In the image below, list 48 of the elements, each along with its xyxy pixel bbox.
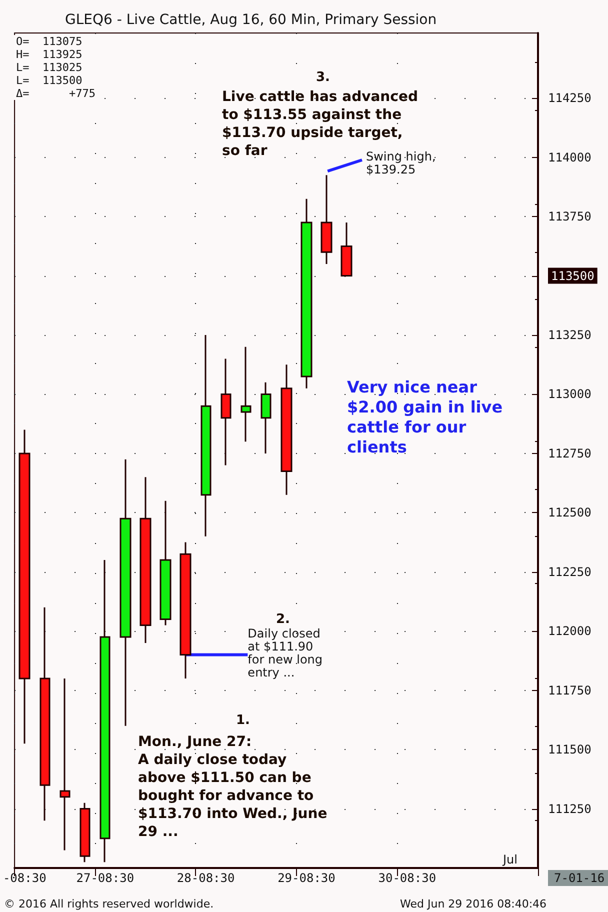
x-tick-label: 28-08:30	[176, 871, 235, 885]
x-tick-label: -08:30	[2, 871, 46, 885]
annotation: Jul	[502, 852, 518, 866]
annotation: O= 113075 H= 113925 L= 113025 L= 113500 Δ= +775	[16, 35, 96, 100]
candlestick	[200, 334, 212, 538]
y-tick-label: 112750	[548, 446, 592, 460]
y-tick-label: 113250	[548, 328, 592, 342]
candlestick	[60, 678, 70, 851]
candlestick	[240, 346, 252, 442]
ref-line-label: Daily closed at $111.90 for new long entry ...	[248, 626, 323, 680]
x-tick-label: 27-08:30	[76, 871, 134, 885]
candlestick	[340, 222, 352, 277]
candlestick	[300, 198, 312, 390]
candlestick	[220, 358, 232, 466]
candlestick	[18, 429, 30, 744]
y-tick-label: 112500	[548, 506, 592, 520]
y-tick-label: 113750	[548, 210, 592, 224]
text: Wed Jun 29 2016 08:40:46	[400, 898, 547, 910]
candlestick	[180, 542, 192, 680]
y-tick-label: 112000	[548, 624, 592, 638]
annotation: Mon., June 27: A daily close today above $111.50 can be bought for advance to $113.70 into Wed., June 29 ...	[138, 734, 328, 840]
candlestick	[80, 802, 90, 863]
x-tick-label: 29-08:30	[278, 871, 336, 885]
y-tick-label: 111500	[548, 742, 592, 757]
candlestick	[280, 364, 292, 496]
candlestick	[160, 500, 172, 626]
chart-title: GLEQ6 - Live Cattle, Aug 16, 60 Min, Primary Session	[65, 12, 437, 28]
y-tick-label: 111250	[548, 802, 592, 816]
candlestick	[320, 174, 332, 265]
candlestick	[120, 458, 132, 727]
candlestick	[140, 476, 152, 644]
annotation: Very nice near $2.00 gain in live cattle for our clients	[347, 378, 503, 456]
y-tick-label: 113500	[551, 268, 594, 283]
annotation: Swing high, $139.25	[366, 150, 436, 176]
candlestick	[40, 606, 50, 822]
y-tick-label: 114250	[548, 91, 592, 106]
annotation: 1.	[236, 713, 250, 728]
candlestick	[260, 382, 272, 454]
candlestick	[100, 559, 110, 863]
y-tick-label: 113000	[548, 387, 592, 402]
annotation: 2.	[276, 612, 290, 627]
text: © 2016 All rights reserved worldwide.	[4, 898, 214, 910]
annotation: 3.	[316, 70, 330, 85]
x-tick-label: 30-08:30	[378, 871, 436, 885]
text: 7-01-16	[554, 871, 605, 885]
y-tick-label: 111750	[548, 683, 592, 698]
y-tick-label: 114000	[548, 150, 592, 164]
y-tick-label: 112250	[548, 564, 592, 579]
